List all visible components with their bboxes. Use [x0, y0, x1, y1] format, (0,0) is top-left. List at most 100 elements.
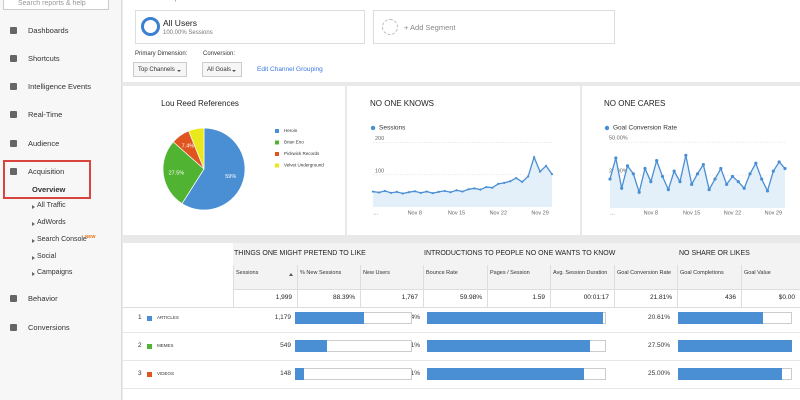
cell-value: 148	[280, 370, 291, 377]
nav-icon	[10, 295, 17, 302]
line-point	[625, 164, 630, 168]
row-border	[233, 289, 800, 290]
line-point	[637, 190, 641, 194]
x-tick-label: Nov 29	[765, 210, 782, 216]
y-tick-label: 25.00%	[609, 169, 628, 175]
nav-item[interactable]: Intelligence Events	[28, 82, 91, 91]
legend-label: Velvet Underground	[284, 163, 324, 168]
nav-icon	[10, 55, 17, 62]
nav-icon	[10, 324, 17, 331]
segment-add[interactable]: + Add Segment	[373, 10, 615, 44]
nav-item[interactable]: Behavior	[28, 294, 58, 303]
line-point	[473, 187, 476, 190]
line-point	[690, 182, 694, 186]
line-point	[503, 181, 506, 184]
legend-swatch	[275, 129, 279, 133]
line-point	[725, 182, 729, 186]
column-border	[741, 265, 742, 307]
line-point	[521, 180, 524, 184]
channel-name[interactable]: ARTICLES	[157, 315, 179, 320]
search-box[interactable]: Search reports & help	[3, 0, 109, 10]
x-tick-label: Nov 8	[408, 210, 422, 216]
line-point	[527, 175, 530, 178]
caret	[32, 256, 37, 260]
channel-swatch	[147, 344, 152, 349]
caret	[32, 272, 37, 276]
bar	[427, 340, 590, 352]
line-point	[538, 170, 542, 173]
nav-item[interactable]: Conversions	[28, 323, 70, 332]
total-value: 1,767	[401, 294, 418, 301]
nav-item[interactable]: Audience	[28, 139, 60, 148]
nav-icon	[10, 168, 17, 175]
group-header: NO SHARE OR LIKES	[679, 250, 750, 257]
pie-slice	[181, 127, 246, 211]
line-point	[509, 180, 512, 183]
line-point	[730, 174, 735, 179]
nav-subitem[interactable]: Campaigns	[37, 269, 73, 276]
line-area	[610, 155, 785, 208]
channel-name[interactable]: MEMES	[157, 343, 174, 348]
line-point	[765, 189, 770, 193]
new-badge: NEW	[85, 234, 96, 239]
nav-subitem[interactable]: Search Console	[37, 236, 87, 243]
nav-item[interactable]: Real-Time	[28, 110, 63, 119]
column-header: Goal Completions	[680, 270, 724, 276]
line-point	[413, 190, 416, 193]
legend-swatch	[275, 152, 279, 156]
line-point	[544, 164, 548, 167]
line-point	[719, 166, 723, 171]
dropdown-value: All Goals	[207, 67, 232, 73]
x-tick-label: Nov 8	[644, 210, 658, 216]
total-value: $0.00	[778, 294, 795, 301]
segment-active[interactable]: All Users 100.00% Sessions	[135, 10, 365, 44]
line-point	[701, 162, 705, 167]
nav-item[interactable]: Shortcuts	[28, 54, 60, 63]
column-border	[487, 265, 488, 307]
nav-subitem[interactable]: All Traffic	[37, 202, 66, 209]
row-border	[123, 332, 800, 333]
group-header: THINGS ONE MIGHT PRETEND TO LIKE	[234, 250, 366, 257]
segment-add-ring	[382, 19, 398, 35]
link[interactable]: Edit Channel Grouping	[257, 66, 323, 73]
dropdown[interactable]: Top Channels	[133, 62, 187, 77]
column-border	[360, 265, 361, 307]
legend-label: Heroin	[284, 128, 298, 133]
column-header: Goal Value	[744, 270, 771, 276]
total-value: 88.39%	[332, 294, 355, 301]
line	[609, 155, 786, 195]
slice-label: 7.4%	[182, 144, 195, 150]
line-point	[777, 160, 781, 164]
nav-subitem[interactable]: AdWords	[37, 219, 66, 226]
nav-item[interactable]: Acquisition	[28, 167, 65, 176]
bar	[427, 312, 604, 324]
x-tick-label: Nov 29	[531, 210, 548, 216]
row-border	[123, 360, 800, 361]
line-point	[608, 177, 612, 181]
nav-icon	[10, 27, 17, 34]
toolbar-action[interactable]: Email	[131, 0, 146, 2]
cell-value: 20.61%	[647, 314, 670, 321]
column-border	[677, 265, 678, 307]
dropdown[interactable]: All Goals	[202, 62, 242, 77]
nav-subitem-active[interactable]: Overview	[32, 185, 66, 194]
pie-slice	[172, 130, 205, 170]
column-border	[233, 265, 234, 307]
dropdown-value: Top Channels	[138, 67, 175, 73]
nav-subitem[interactable]: Social	[37, 253, 57, 260]
x-tick-label: Nov 15	[448, 210, 465, 216]
cell-value: 549	[280, 342, 291, 349]
toolbar-action[interactable]: Export	[168, 0, 185, 2]
channel-swatch	[147, 372, 152, 377]
caret	[32, 205, 37, 209]
toolbar-action[interactable]: Shortcut	[201, 0, 223, 2]
channel-name[interactable]: VIDEOS	[157, 371, 175, 376]
line-point	[401, 192, 404, 195]
y-tick-label: 50.00%	[609, 136, 628, 142]
line-point	[655, 159, 659, 163]
header-band	[233, 243, 800, 289]
row-border	[123, 307, 800, 308]
sidebar: Search reports & help Dashboards Shortcuts…	[0, 0, 122, 400]
pie-slice	[188, 127, 205, 170]
nav-item[interactable]: Dashboards	[28, 26, 69, 35]
